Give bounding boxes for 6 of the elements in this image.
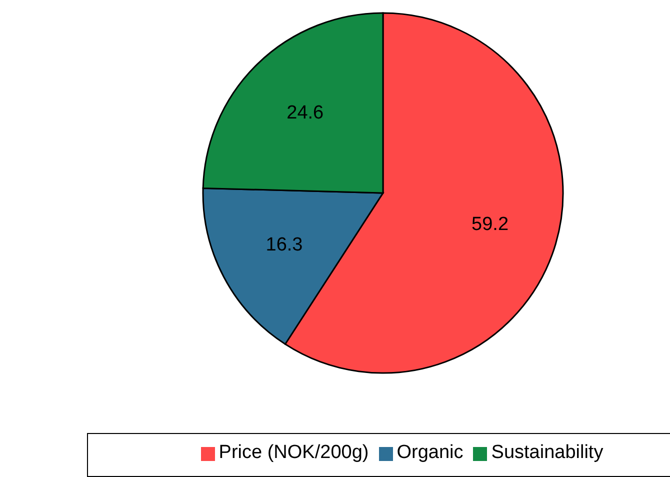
data-label: 16.3: [266, 234, 303, 256]
data-label: 24.6: [286, 102, 324, 124]
legend-label: Price (NOK/200g): [218, 442, 369, 463]
legend-label: Sustainability: [491, 442, 604, 463]
legend-label: Organic: [396, 442, 464, 463]
data-label: 59.2: [472, 214, 509, 236]
